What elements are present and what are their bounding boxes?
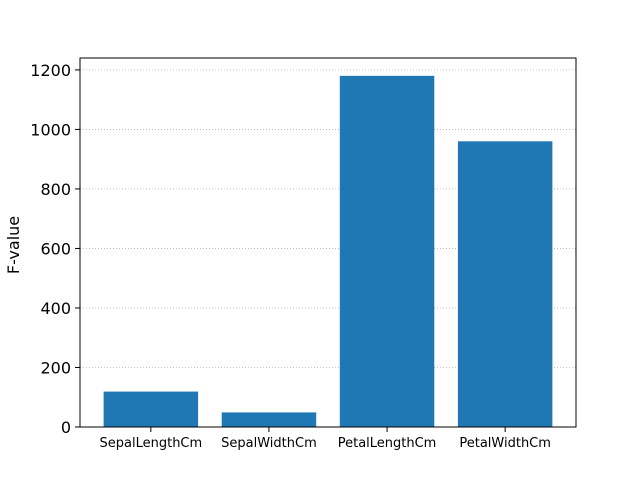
axes [79, 57, 577, 428]
x-tick-label-SepalLengthCm: SepalLengthCm [100, 436, 203, 451]
y-ticks: 0 200 400 600 800 1000 1200 [30, 61, 80, 437]
x-tick-label-PetalLengthCm: PetalLengthCm [338, 436, 437, 451]
x-tick-label-SepalWidthCm: SepalWidthCm [221, 436, 317, 451]
x-tick-label-PetalWidthCm: PetalWidthCm [459, 436, 551, 451]
bar-SepalWidthCm [221, 412, 317, 427]
plot-frame [79, 57, 577, 428]
y-tick-label-1200: 1200 [30, 61, 71, 80]
y-tick-label-800: 800 [40, 180, 71, 199]
y-tick-label-200: 200 [40, 358, 71, 377]
y-tick-label-1000: 1000 [30, 120, 71, 139]
y-tick-label-400: 400 [40, 299, 71, 318]
bar-PetalLengthCm [339, 75, 435, 428]
bar-SepalLengthCm [103, 391, 199, 427]
y-tick-label-600: 600 [40, 239, 71, 258]
x-ticks: SepalLengthCm SepalWidthCm PetalLengthCm Pe… [100, 427, 551, 451]
y-axis-label: F-value [4, 216, 23, 274]
y-tick-label-0: 0 [61, 418, 71, 437]
bar-PetalWidthCm [457, 141, 553, 428]
bars [103, 75, 553, 428]
